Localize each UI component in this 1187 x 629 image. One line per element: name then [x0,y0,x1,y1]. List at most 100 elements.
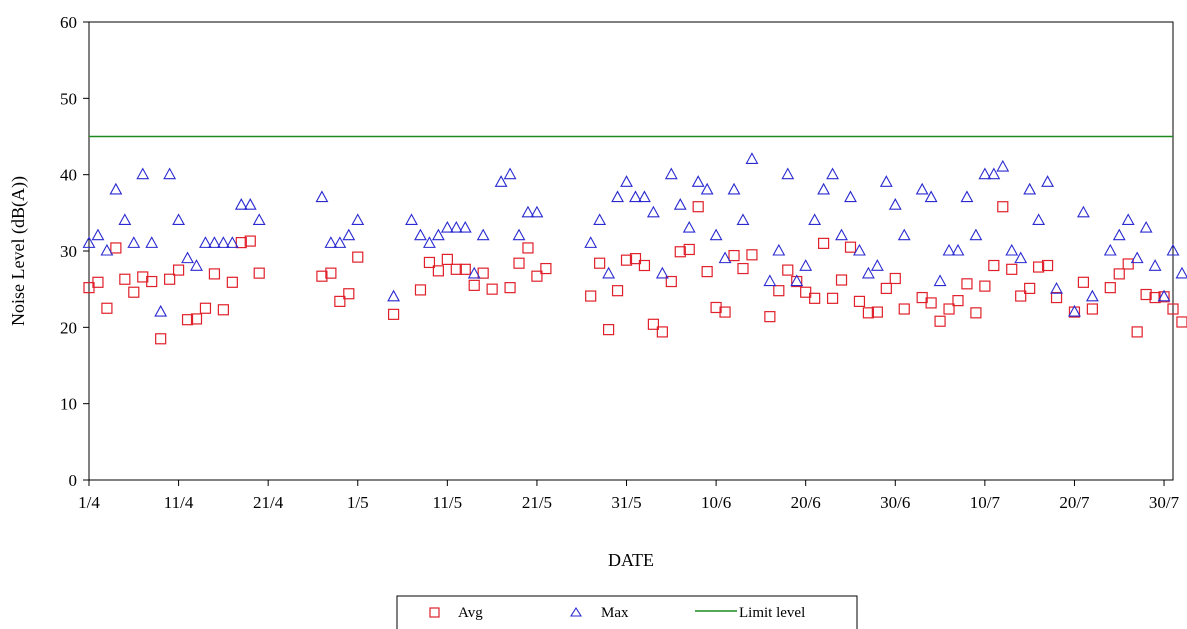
avg-point [1015,290,1027,302]
x-tick-label: 11/5 [433,493,463,512]
max-point [593,213,607,226]
avg-point [782,264,794,276]
avg-point [665,275,677,288]
max-point [172,213,186,226]
avg-point [235,237,247,249]
max-point [449,220,463,233]
avg-point [943,303,955,315]
max-point [199,236,212,248]
max-point [799,259,813,271]
max-point [700,182,714,195]
avg-point [387,308,400,320]
x-tick-label: 31/5 [611,493,641,512]
plot-area-frame [88,21,1174,481]
x-tick-label: 30/6 [880,493,910,512]
max-point [646,205,660,218]
max-point [915,182,929,195]
y-tick-label: 30 [60,242,77,261]
avg-point [1086,303,1098,315]
avg-point [961,278,973,290]
max-point [673,198,687,210]
avg-point [432,265,444,277]
max-point [252,213,266,226]
max-point [431,228,445,241]
max-point [342,228,356,241]
y-tick-label: 60 [60,13,77,32]
y-tick-label: 50 [60,89,77,108]
avg-point [585,290,597,302]
legend-avg-marker [429,607,440,618]
max-point [1130,251,1144,264]
avg-point [128,286,140,298]
max-point [100,243,114,256]
max-point [243,198,257,210]
max-point [1023,182,1037,195]
avg-point [155,333,167,345]
max-point [835,228,848,241]
max-point [1014,251,1028,264]
max-point [978,167,992,180]
max-point [664,167,678,180]
max-point [405,213,418,226]
max-point [655,266,669,279]
max-point [1076,205,1090,218]
avg-point [647,318,659,330]
avg-point [110,242,122,254]
avg-point [1122,258,1134,270]
avg-point [199,302,212,314]
max-point [861,266,875,279]
max-point [181,251,194,264]
max-point [190,259,203,271]
avg-point [459,263,471,275]
max-point [1041,175,1055,187]
max-point [324,236,338,248]
max-point [682,220,696,233]
avg-point [880,282,892,295]
max-point [91,228,105,241]
avg-point [352,251,364,263]
max-point [118,213,132,226]
avg-point [638,259,651,272]
avg-point [101,302,113,314]
x-tick-label: 21/4 [253,493,284,512]
max-point [826,167,840,180]
max-point [709,228,723,241]
max-point [315,190,329,203]
avg-point [898,303,910,315]
avg-point [334,295,346,307]
x-axis-title: DATE [608,550,654,570]
avg-point [692,201,704,213]
avg-point [979,280,991,292]
max-point [109,182,123,195]
avg-point [603,324,615,336]
x-tick-label: 10/6 [701,493,731,512]
max-point [207,236,221,248]
avg-point [513,257,525,269]
max-point [234,198,248,210]
max-point [1139,220,1153,233]
avg-point [844,241,857,253]
avg-point [594,257,606,269]
avg-point [119,273,131,285]
avg-point [208,268,221,280]
max-point [1050,282,1063,294]
avg-point [728,249,740,262]
avg-point [1077,276,1090,288]
max-point [127,236,141,248]
avg-point [952,295,964,307]
max-point [1112,228,1126,241]
max-point [772,243,786,256]
max-point [225,236,239,248]
max-point [145,236,159,248]
avg-point [226,276,238,288]
x-tick-label: 1/4 [78,493,100,512]
avg-point [1024,282,1036,295]
avg-point [1050,291,1063,304]
max-point [512,228,526,241]
max-point [422,236,436,248]
avg-point [1104,282,1116,294]
avg-point [818,237,830,249]
max-point [82,236,96,248]
legend-limit-label: Limit level [739,605,805,621]
avg-point [1140,288,1152,301]
